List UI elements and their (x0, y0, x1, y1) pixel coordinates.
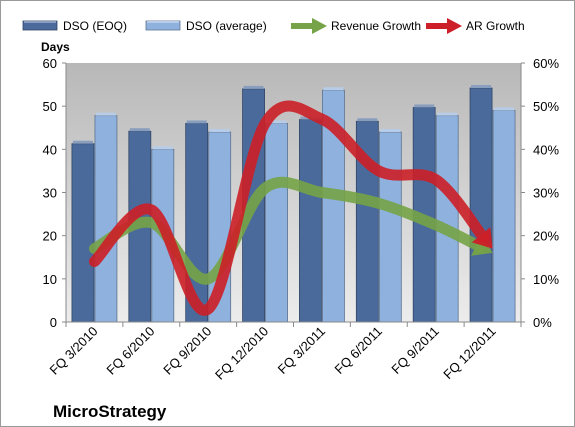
company-name: MicroStrategy (53, 402, 167, 421)
legend: DSO (EOQ) DSO (average) Revenue Growth AR G… (22, 18, 525, 34)
legend-arrow-ar-growth (447, 18, 462, 34)
bar-dso-average-8 (492, 110, 516, 323)
x-tick-label: FQ 12/2011 (440, 324, 498, 382)
y-tick-label-left: 30 (43, 186, 57, 201)
x-tick-label: FQ 12/2010 (212, 324, 271, 383)
y-tick-label-left: 10 (43, 272, 57, 287)
x-tick-label: FQ 3/2010 (47, 324, 101, 378)
line-revenue-growth (88, 176, 486, 285)
y-tick-label-left: 50 (43, 99, 57, 114)
bar-cap-dso-average-6 (380, 129, 401, 133)
bar-dso-eoq-8 (469, 87, 493, 323)
line-ar-growth (88, 100, 490, 316)
y-tick-label-left: 0 (50, 315, 57, 330)
lines-layer (88, 100, 493, 316)
legend-swatch-cap-dso-eoq (24, 21, 56, 23)
bar-cap-dso-average-2 (152, 146, 173, 150)
y-tick-label-right: 20% (533, 229, 559, 244)
legend-label-dso-eoq: DSO (EOQ) (63, 19, 127, 33)
x-tick-label: FQ 9/2010 (160, 324, 214, 378)
bar-dso-average-6 (378, 131, 402, 323)
bar-cap-dso-average-4 (266, 120, 287, 124)
bar-cap-dso-eoq-8 (471, 85, 492, 89)
legend-swatch-cap-dso-average (147, 21, 179, 23)
y-tick-label-left: 40 (43, 142, 57, 157)
bar-dso-average-4 (265, 123, 288, 323)
y-tick-label-left: 20 (43, 229, 57, 244)
legend-label-revenue-growth: Revenue Growth (331, 19, 421, 33)
bar-dso-eoq-1 (71, 143, 95, 323)
y-tick-label-right: 60% (533, 56, 559, 71)
y-axis-unit-label: Days (41, 40, 70, 54)
bar-cap-dso-average-5 (323, 87, 344, 91)
y-tick-label-right: 0% (533, 315, 552, 330)
y-tick-label-left: 60 (43, 56, 57, 71)
y-tick-label-right: 40% (533, 142, 559, 157)
x-tick-label: FQ 9/2011 (388, 324, 441, 377)
bar-cap-dso-average-7 (437, 112, 458, 116)
x-tick-label: FQ 6/2010 (103, 324, 157, 378)
bar-dso-eoq-5 (299, 119, 322, 323)
bar-cap-dso-average-1 (95, 112, 116, 116)
legend-label-ar-growth: AR Growth (466, 19, 525, 33)
bar-cap-dso-eoq-7 (414, 104, 435, 108)
y-tick-label-right: 10% (533, 272, 559, 287)
bar-cap-dso-eoq-2 (129, 128, 150, 132)
y-tick-label-right: 30% (533, 186, 559, 201)
y-tick-label-right: 50% (533, 99, 559, 114)
bar-dso-average-7 (435, 115, 459, 323)
x-tick-label: FQ 6/2011 (332, 324, 385, 377)
x-tick-label: FQ 3/2011 (275, 324, 328, 377)
legend-arrow-revenue-growth (312, 18, 327, 34)
arrowhead-ar-growth (471, 227, 493, 249)
bar-cap-dso-average-3 (209, 129, 230, 133)
bar-dso-average-1 (94, 115, 118, 323)
bar-cap-dso-eoq-3 (186, 120, 207, 124)
bar-cap-dso-eoq-6 (357, 118, 378, 122)
legend-label-dso-average: DSO (average) (186, 19, 267, 33)
bar-cap-dso-average-8 (494, 107, 515, 111)
bar-cap-dso-eoq-4 (243, 85, 264, 89)
bar-cap-dso-eoq-1 (72, 140, 93, 144)
